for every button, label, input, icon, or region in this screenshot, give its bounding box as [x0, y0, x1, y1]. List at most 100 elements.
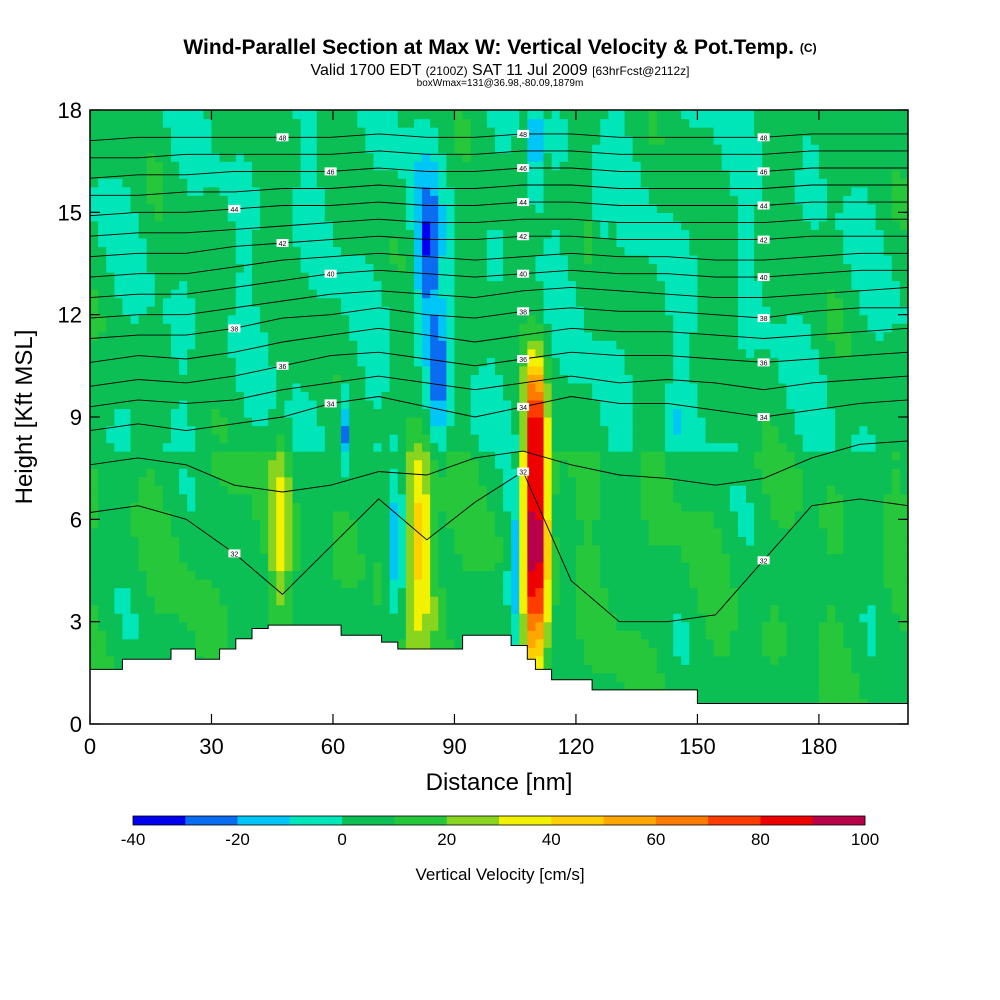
w-cell [737, 519, 747, 529]
w-cell [503, 340, 512, 350]
w-cell [899, 561, 908, 572]
w-cell [535, 340, 545, 350]
w-cell [332, 442, 342, 452]
w-cell [430, 604, 439, 614]
w-cell [689, 314, 699, 324]
w-cell [90, 596, 99, 606]
w-cell [891, 570, 901, 580]
w-cell [316, 587, 326, 597]
w-cell [673, 451, 682, 461]
w-cell [211, 604, 221, 614]
w-cell [729, 459, 739, 469]
w-cell [640, 365, 650, 375]
w-cell [762, 630, 771, 640]
w-cell [422, 468, 431, 478]
w-cell [802, 527, 812, 537]
w-cell [762, 425, 771, 435]
w-cell [794, 587, 804, 597]
w-cell [381, 485, 391, 495]
w-cell [640, 579, 650, 589]
w-cell [778, 493, 788, 503]
w-cell [697, 340, 707, 350]
w-cell [486, 604, 496, 614]
w-cell [268, 510, 277, 520]
w-cell [551, 561, 561, 572]
w-cell [867, 459, 877, 469]
w-cell [300, 553, 310, 563]
w-cell [883, 323, 893, 333]
w-cell [746, 553, 755, 563]
w-cell [494, 553, 504, 563]
w-cell [203, 323, 213, 333]
w-cell [794, 519, 804, 529]
w-cell [899, 476, 908, 486]
w-cell [519, 365, 528, 375]
w-cell [268, 417, 277, 427]
w-cell [405, 485, 415, 495]
w-cell [413, 391, 423, 401]
w-cell [575, 459, 585, 469]
w-cell [98, 374, 107, 384]
w-cell [170, 613, 180, 623]
w-cell [179, 561, 188, 572]
w-cell [373, 468, 383, 478]
w-cell [300, 502, 310, 512]
w-cell [438, 587, 447, 597]
w-cell [883, 596, 893, 606]
w-cell [324, 425, 334, 435]
w-cell [292, 314, 302, 324]
w-cell [405, 536, 415, 546]
w-cell [551, 442, 561, 452]
w-cell [786, 314, 796, 324]
w-cell [397, 613, 407, 623]
w-cell [251, 314, 261, 324]
w-cell [268, 425, 277, 435]
w-cell [405, 434, 415, 444]
w-cell [454, 485, 464, 495]
w-cell [762, 561, 771, 572]
w-cell [454, 323, 464, 333]
w-cell [454, 417, 464, 427]
w-cell [154, 306, 164, 316]
w-cell [673, 348, 682, 358]
w-cell [665, 638, 674, 648]
w-cell [681, 425, 690, 435]
w-cell [648, 553, 658, 563]
w-cell [260, 553, 269, 563]
w-cell [106, 647, 115, 657]
w-cell [729, 536, 739, 546]
w-cell [357, 357, 366, 367]
w-cell [187, 451, 196, 461]
w-cell [818, 681, 828, 691]
w-cell [308, 596, 318, 606]
w-cell [260, 306, 269, 316]
w-cell [632, 314, 642, 324]
w-cell [203, 374, 213, 384]
w-cell [365, 527, 375, 537]
w-cell [640, 655, 650, 665]
w-cell [640, 613, 650, 623]
w-cell [235, 468, 245, 478]
w-cell [243, 382, 253, 393]
w-cell [592, 681, 601, 691]
w-cell [276, 476, 285, 486]
w-cell [746, 698, 755, 708]
w-cell [640, 630, 650, 640]
w-cell [584, 570, 593, 580]
w-cell [721, 527, 731, 537]
w-cell [195, 544, 204, 555]
w-cell [535, 442, 545, 452]
w-cell [746, 519, 755, 529]
w-cell [673, 510, 682, 520]
w-cell [260, 357, 269, 367]
w-cell [648, 621, 658, 631]
w-cell [235, 417, 245, 427]
w-cell [130, 502, 140, 512]
w-cell [899, 374, 908, 384]
w-cell [349, 297, 358, 307]
w-cell [559, 561, 569, 572]
w-cell [106, 493, 115, 503]
w-cell [616, 604, 626, 614]
w-cell [754, 493, 763, 503]
w-cell [673, 382, 682, 393]
